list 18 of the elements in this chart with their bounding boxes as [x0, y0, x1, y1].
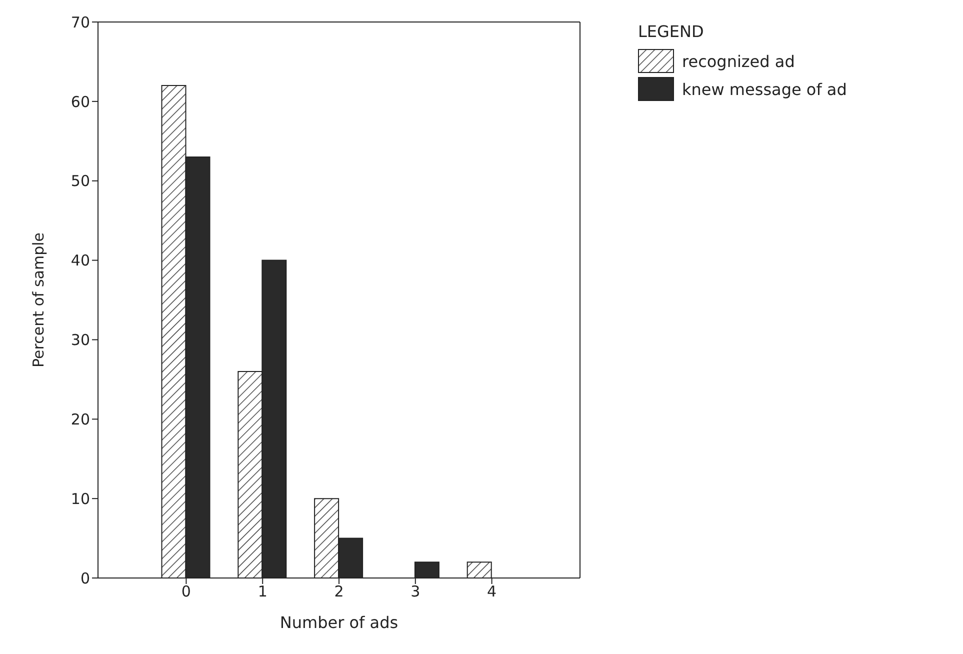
- x-tick-label: 2: [334, 582, 344, 601]
- x-tick-label: 3: [410, 582, 420, 601]
- y-tick-label: 0: [80, 569, 90, 588]
- y-tick-label: 10: [70, 490, 90, 508]
- x-tick-label: 4: [487, 582, 497, 601]
- x-tick-label: 1: [258, 582, 268, 601]
- y-tick-label: 60: [70, 92, 90, 111]
- y-tick-label: 20: [70, 410, 90, 428]
- x-axis-title: Number of ads: [280, 613, 398, 632]
- x-tick-label: 0: [181, 582, 191, 601]
- legend-label: knew message of ad: [682, 80, 847, 98]
- y-tick-label: 40: [70, 252, 90, 270]
- legend-label: recognized ad: [682, 52, 795, 70]
- y-axis-title: Percent of sample: [29, 232, 48, 368]
- y-tick-label: 50: [70, 172, 90, 190]
- y-tick-label: 70: [70, 13, 90, 32]
- legend-title: LEGEND: [638, 22, 705, 41]
- y-tick-label: 30: [70, 331, 90, 350]
